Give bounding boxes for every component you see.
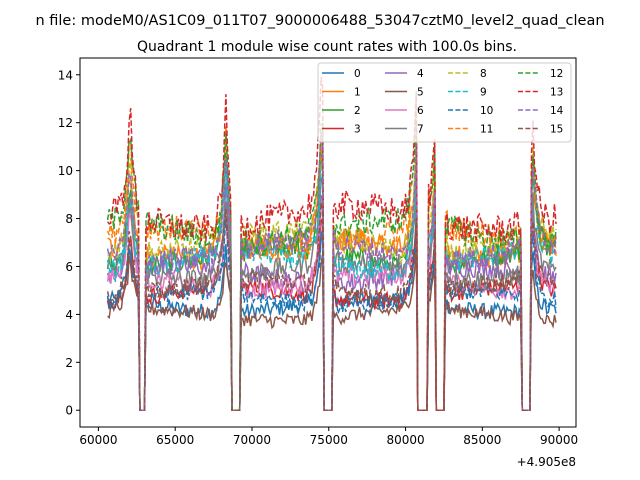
legend-label-9: 9 (480, 87, 487, 99)
plot-frame (79, 57, 577, 428)
y-tick-label: 12 (58, 116, 73, 130)
legend-label-5: 5 (417, 87, 424, 99)
legend-label-11: 11 (480, 124, 493, 136)
x-tick-label: 90000 (540, 433, 578, 447)
chart-title: Quadrant 1 module wise count rates with … (137, 39, 517, 55)
x-tick-label: 80000 (386, 433, 424, 447)
legend-label-10: 10 (480, 105, 493, 117)
x-tick-label: 75000 (310, 433, 348, 447)
y-tick-label: 2 (65, 356, 73, 370)
y-tick-label: 10 (58, 164, 73, 178)
x-tick-label: 85000 (463, 433, 501, 447)
series-line-10 (106, 218, 557, 411)
series-line-15 (106, 202, 557, 411)
legend-label-15: 15 (550, 124, 563, 136)
legend-label-8: 8 (480, 68, 487, 80)
legend-frame (317, 62, 572, 143)
y-tick-label: 8 (65, 212, 73, 226)
series-layer (106, 77, 557, 411)
legend-label-3: 3 (354, 124, 361, 136)
y-tick-label: 6 (65, 260, 73, 274)
legend-label-1: 1 (354, 87, 361, 99)
legend-label-0: 0 (354, 68, 361, 80)
y-tick-label: 14 (58, 68, 73, 82)
y-tick-label: 4 (65, 308, 73, 322)
x-tick-label: 70000 (233, 433, 271, 447)
suptitle: n file: modeM0/AS1C09_011T07_9000006488_… (35, 13, 604, 29)
legend-label-7: 7 (417, 124, 424, 136)
legend-label-12: 12 (550, 68, 563, 80)
x-axis: 60000 65000 70000 75000 80000 85000 90000 (79, 427, 578, 447)
legend-label-13: 13 (550, 87, 563, 99)
y-axis: 0 2 4 6 8 10 12 14 (58, 68, 80, 418)
legend-label-6: 6 (417, 105, 424, 117)
x-offset-label: +4.905e8 (517, 455, 576, 469)
x-tick-label: 65000 (156, 433, 194, 447)
y-tick-label: 0 (65, 404, 73, 418)
legend-label-14: 14 (550, 105, 564, 117)
x-tick-label: 60000 (79, 433, 117, 447)
legend-label-2: 2 (354, 105, 361, 117)
legend-label-4: 4 (417, 68, 424, 80)
